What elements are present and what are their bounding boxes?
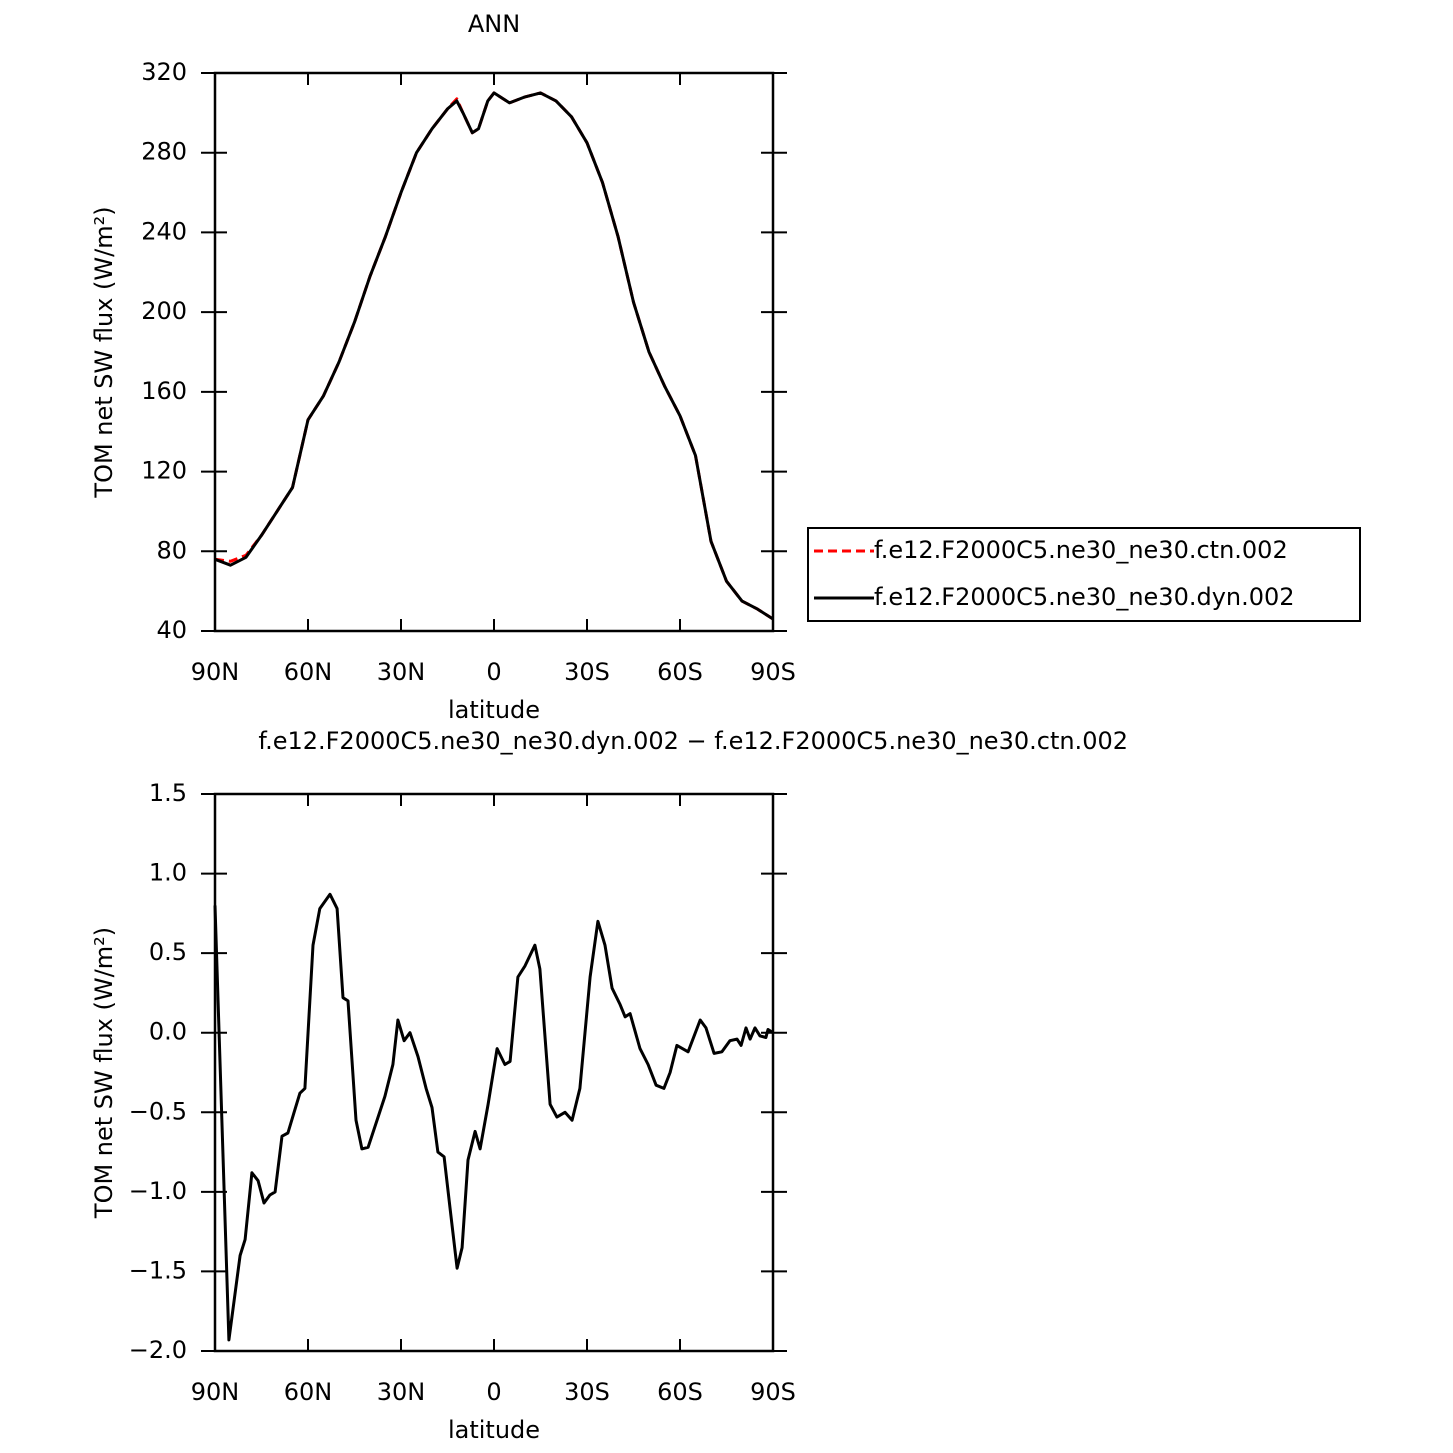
- x-tick-label: 30S: [564, 658, 610, 686]
- plot-frame: [213, 71, 775, 633]
- x-axis-title: latitude: [448, 1416, 540, 1444]
- y-tick-label: 240: [141, 217, 187, 245]
- y-tick-label: 40: [156, 616, 187, 644]
- x-tick-label: 90N: [191, 658, 240, 686]
- data-line: [214, 91, 774, 621]
- x-tick-label: 90N: [191, 1378, 240, 1406]
- y-tick-label: 200: [141, 297, 187, 325]
- y-tick-label: 280: [141, 138, 187, 166]
- y-tick-label: −1.0: [129, 1177, 187, 1205]
- x-tick-label: 60N: [284, 658, 333, 686]
- legend-label: f.e12.F2000C5.ne30_ne30.dyn.002: [874, 583, 1295, 611]
- y-tick-label: 0.0: [149, 1018, 187, 1046]
- data-line: [213, 892, 774, 1342]
- y-tick-label: 320: [141, 58, 187, 86]
- x-tick-label: 90S: [750, 1378, 796, 1406]
- x-tick-label: 30N: [377, 658, 426, 686]
- x-tick-label: 30N: [377, 1378, 426, 1406]
- chart-title: f.e12.F2000C5.ne30_ne30.dyn.002 − f.e12.…: [258, 727, 1128, 755]
- y-tick-label: 120: [141, 457, 187, 485]
- data-line: [214, 91, 774, 621]
- legend-box: [807, 527, 1361, 622]
- x-tick-label: 90S: [750, 658, 796, 686]
- x-axis-title: latitude: [448, 696, 540, 724]
- x-tick-label: 60S: [657, 1378, 703, 1406]
- x-tick-label: 0: [486, 1378, 501, 1406]
- x-tick-label: 0: [486, 658, 501, 686]
- x-tick-label: 60N: [284, 1378, 333, 1406]
- x-tick-label: 60S: [657, 658, 703, 686]
- y-tick-label: 80: [156, 536, 187, 564]
- plot-frame: [213, 792, 775, 1353]
- y-tick-label: 0.5: [149, 938, 187, 966]
- y-axis-title: TOM net SW flux (W/m²): [90, 927, 118, 1219]
- y-tick-label: 1.5: [149, 779, 187, 807]
- y-tick-label: 160: [141, 377, 187, 405]
- y-tick-label: −1.5: [129, 1256, 187, 1284]
- y-tick-label: 1.0: [149, 859, 187, 887]
- y-tick-label: −0.5: [129, 1097, 187, 1125]
- y-axis-title: TOM net SW flux (W/m²): [90, 206, 118, 498]
- y-tick-label: −2.0: [129, 1336, 187, 1364]
- chart-title: ANN: [468, 10, 520, 38]
- legend-label: f.e12.F2000C5.ne30_ne30.ctn.002: [874, 536, 1288, 564]
- x-tick-label: 30S: [564, 1378, 610, 1406]
